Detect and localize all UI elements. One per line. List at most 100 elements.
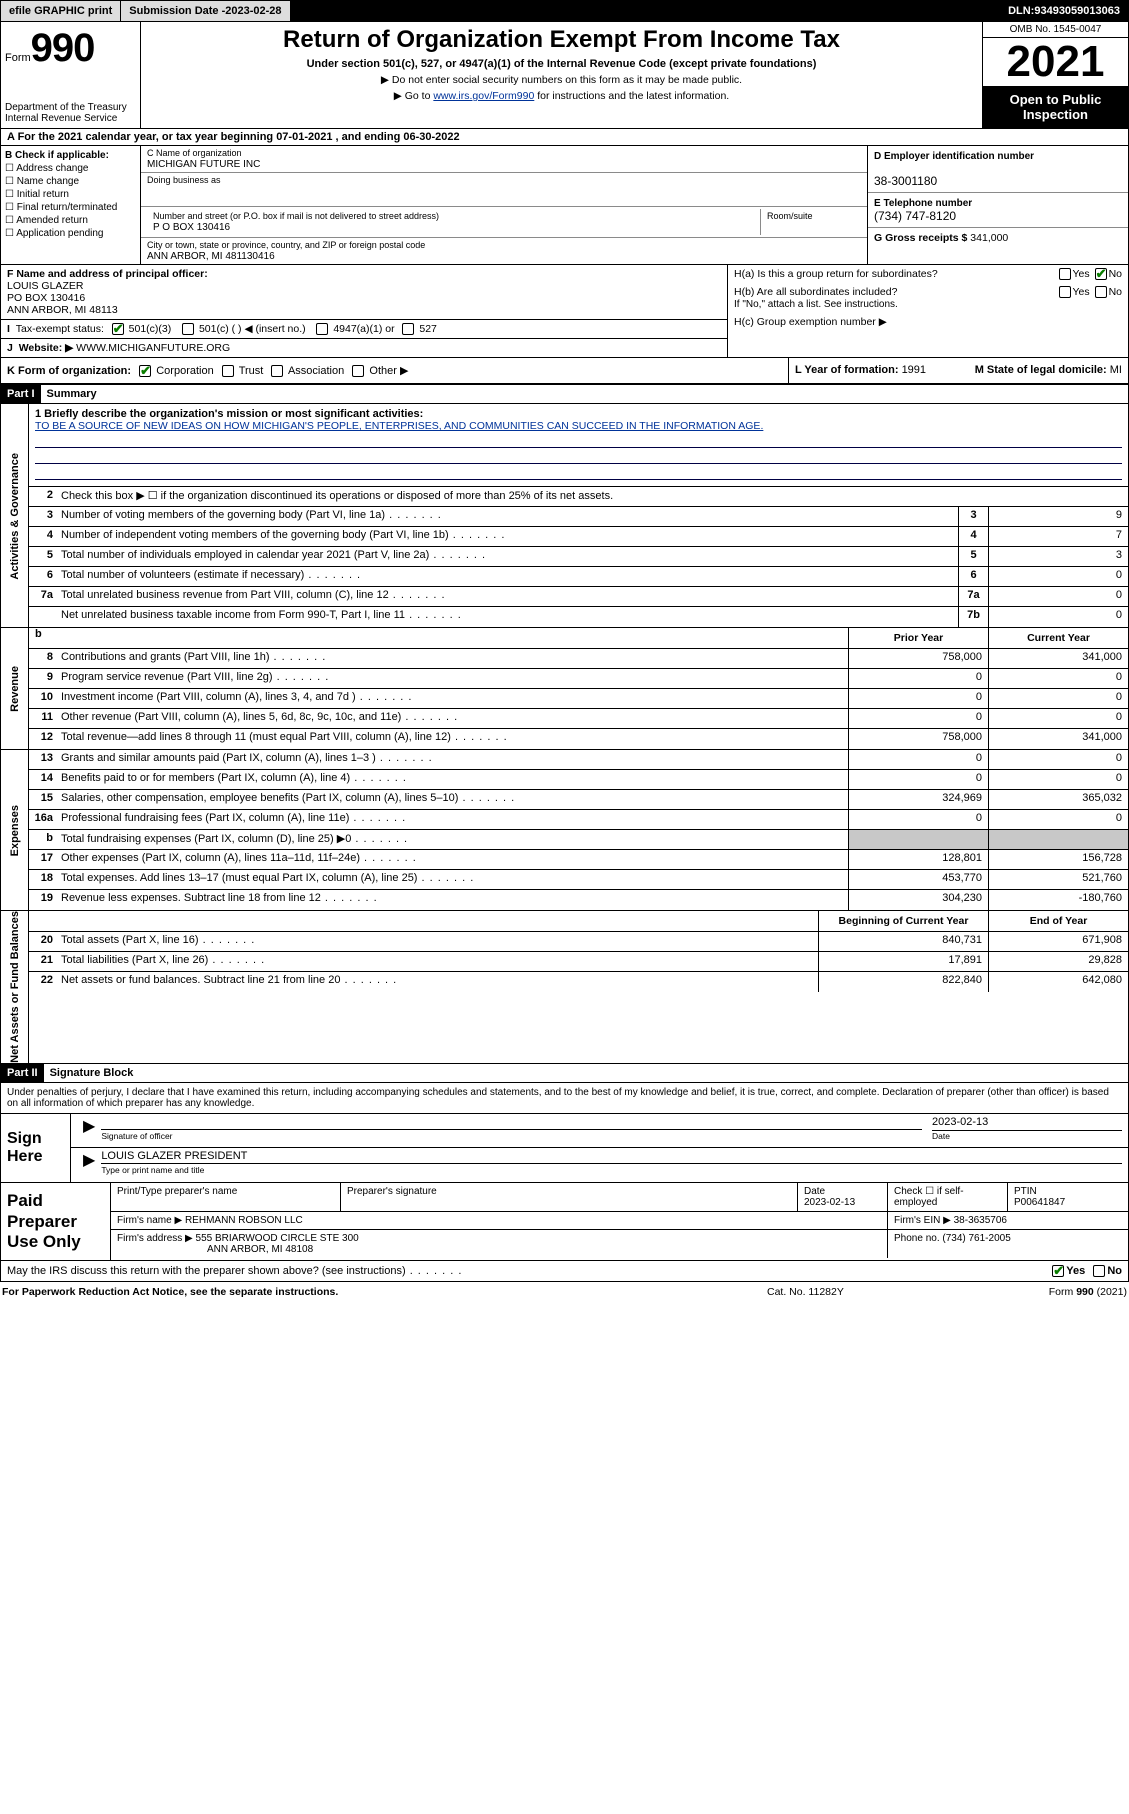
- c-room-label: Room/suite: [767, 211, 813, 221]
- footer-cat: Cat. No. 11282Y: [767, 1286, 967, 1298]
- ha-yes[interactable]: [1059, 268, 1071, 280]
- line-num: 3: [29, 507, 57, 526]
- sig-name: LOUIS GLAZER PRESIDENT: [101, 1150, 1122, 1164]
- line-desc: Number of independent voting members of …: [57, 527, 958, 546]
- line-num: 8: [29, 649, 57, 668]
- prep-ptin: P00641847: [1014, 1197, 1065, 1208]
- dln-value: 93493059013063: [1034, 5, 1120, 17]
- line-val: 3: [988, 547, 1128, 566]
- cb-initial-return[interactable]: ☐ Initial return: [5, 189, 136, 200]
- c-name-label: C Name of organization: [147, 148, 242, 158]
- hb-note: If "No," attach a list. See instructions…: [734, 299, 898, 310]
- cb-4947[interactable]: [316, 323, 328, 335]
- cb-amended-return[interactable]: ☐ Amended return: [5, 215, 136, 226]
- submission-date: Submission Date - 2023-02-28: [121, 1, 290, 21]
- efile-print-button[interactable]: efile GRAPHIC print: [1, 1, 121, 21]
- d-ein-value: 38-3001180: [874, 174, 937, 188]
- ey-hdr: End of Year: [988, 911, 1128, 931]
- sig-officer-label: Signature of officer: [101, 1131, 172, 1141]
- form-num: 990: [31, 26, 95, 70]
- line-boxnum: 4: [958, 527, 988, 546]
- mission-block: 1 Briefly describe the organization's mi…: [29, 404, 1128, 487]
- prep-date: 2023-02-13: [804, 1197, 855, 1208]
- irs-link[interactable]: www.irs.gov/Form990: [433, 90, 534, 102]
- hb-no[interactable]: [1095, 286, 1107, 298]
- topbar-spacer: [291, 1, 1001, 21]
- g-gross-value: 341,000: [970, 232, 1008, 244]
- row-a-tax-year: A For the 2021 calendar year, or tax yea…: [1, 129, 1128, 146]
- prior-val: 0: [848, 669, 988, 688]
- prior-val: 758,000: [848, 649, 988, 668]
- line-desc: Number of voting members of the governin…: [57, 507, 958, 526]
- line-desc: Revenue less expenses. Subtract line 18 …: [57, 890, 848, 910]
- cb-application-pending[interactable]: ☐ Application pending: [5, 228, 136, 239]
- discuss-row: May the IRS discuss this return with the…: [0, 1261, 1129, 1282]
- prior-val: 0: [848, 709, 988, 728]
- line-2: Check this box ▶ ☐ if the organization d…: [57, 487, 1128, 506]
- sig-date-label: Date: [932, 1130, 1122, 1141]
- part-ii-header: Part II: [1, 1064, 44, 1082]
- cb-address-change[interactable]: ☐ Address change: [5, 163, 136, 174]
- submission-date-label: Submission Date -: [129, 5, 225, 17]
- c-city-cell: City or town, state or province, country…: [141, 238, 867, 264]
- paid-preparer-label: Paid Preparer Use Only: [1, 1183, 111, 1260]
- line-desc: Grants and similar amounts paid (Part IX…: [57, 750, 848, 769]
- ha-no[interactable]: [1095, 268, 1107, 280]
- curr-val: 0: [988, 750, 1128, 769]
- hb-yes[interactable]: [1059, 286, 1071, 298]
- cb-other[interactable]: [352, 365, 364, 377]
- curr-val: 0: [988, 669, 1128, 688]
- f-label: F Name and address of principal officer:: [7, 268, 208, 280]
- line-desc: Total assets (Part X, line 16): [57, 932, 818, 951]
- firm-phone-cell: Phone no. (734) 761-2005: [888, 1230, 1128, 1258]
- vlabel-expenses: Expenses: [1, 750, 29, 910]
- c-street-value: P O BOX 130416: [153, 222, 230, 233]
- firm-ein-cell: Firm's EIN ▶ 38-3635706: [888, 1212, 1128, 1229]
- line-val: 9: [988, 507, 1128, 526]
- curr-val: 0: [988, 810, 1128, 829]
- line-desc: Net unrelated business taxable income fr…: [57, 607, 958, 627]
- cb-corp[interactable]: [139, 365, 151, 377]
- perjury-declaration: Under penalties of perjury, I declare th…: [1, 1083, 1128, 1114]
- cb-501c3[interactable]: [112, 323, 124, 335]
- line-num: [29, 607, 57, 627]
- cb-527[interactable]: [402, 323, 414, 335]
- cb-assoc[interactable]: [271, 365, 283, 377]
- h-c: H(c) Group exemption number ▶: [728, 313, 1128, 331]
- curr-val: 671,908: [988, 932, 1128, 951]
- cb-trust[interactable]: [222, 365, 234, 377]
- sign-here-label: Sign Here: [1, 1114, 71, 1182]
- c-dba-cell: Doing business as: [141, 173, 867, 207]
- prep-ptin-cell: PTINP00641847: [1008, 1183, 1128, 1211]
- cb-name-change[interactable]: ☐ Name change: [5, 176, 136, 187]
- line-val: 0: [988, 587, 1128, 606]
- prior-val: 758,000: [848, 729, 988, 749]
- line-desc: Contributions and grants (Part VIII, lin…: [57, 649, 848, 668]
- current-year-hdr: Current Year: [988, 628, 1128, 648]
- form-subtitle-2: ▶ Do not enter social security numbers o…: [151, 74, 972, 86]
- line-desc: Salaries, other compensation, employee b…: [57, 790, 848, 809]
- line-desc: Other revenue (Part VIII, column (A), li…: [57, 709, 848, 728]
- prior-val: 0: [848, 770, 988, 789]
- cb-501c[interactable]: [182, 323, 194, 335]
- discuss-no[interactable]: [1093, 1265, 1105, 1277]
- prior-val: 0: [848, 689, 988, 708]
- l-year: L Year of formation: 1991: [795, 364, 975, 377]
- d-ein-cell: D Employer identification number 38-3001…: [868, 146, 1128, 193]
- curr-val: 365,032: [988, 790, 1128, 809]
- cb-final-return[interactable]: ☐ Final return/terminated: [5, 202, 136, 213]
- tax-year: 2021: [983, 38, 1128, 86]
- vlabel-revenue: Revenue: [1, 628, 29, 749]
- prior-val: 128,801: [848, 850, 988, 869]
- line-num: 22: [29, 972, 57, 992]
- prep-name-hdr: Print/Type preparer's name: [111, 1183, 341, 1211]
- discuss-yes[interactable]: [1052, 1265, 1064, 1277]
- curr-val: 341,000: [988, 729, 1128, 749]
- line-num: 11: [29, 709, 57, 728]
- line-boxnum: 3: [958, 507, 988, 526]
- sig-arrow2-icon: ▶: [77, 1150, 101, 1180]
- curr-val: -180,760: [988, 890, 1128, 910]
- footer-right: Form 990 (2021): [967, 1286, 1127, 1298]
- line-desc: Total number of volunteers (estimate if …: [57, 567, 958, 586]
- submission-date-value: 2023-02-28: [225, 5, 281, 17]
